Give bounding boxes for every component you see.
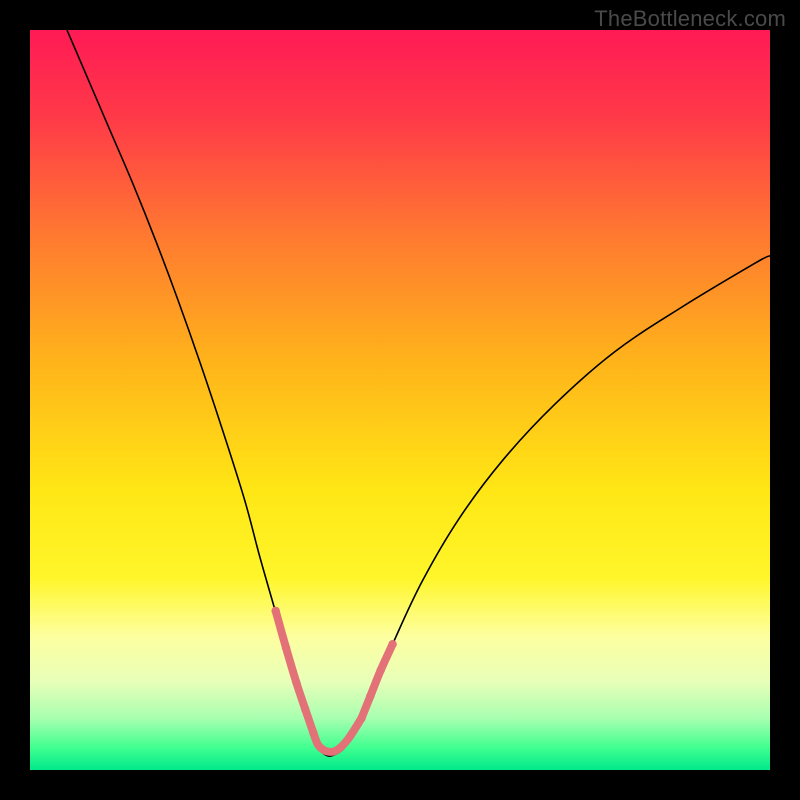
highlight-dot [309,729,317,737]
highlight-dot [271,607,279,615]
highlight-dot [292,678,300,686]
highlight-dot [301,705,309,713]
plot-area [30,30,770,770]
highlight-dot [388,640,396,648]
chart-container: TheBottleneck.com [0,0,800,800]
highlight-dot [357,714,365,722]
highlight-dot [377,666,385,674]
highlight-dot [282,644,290,652]
highlight-dot [366,692,374,700]
watermark-text: TheBottleneck.com [594,6,786,32]
curve-svg [30,30,770,770]
